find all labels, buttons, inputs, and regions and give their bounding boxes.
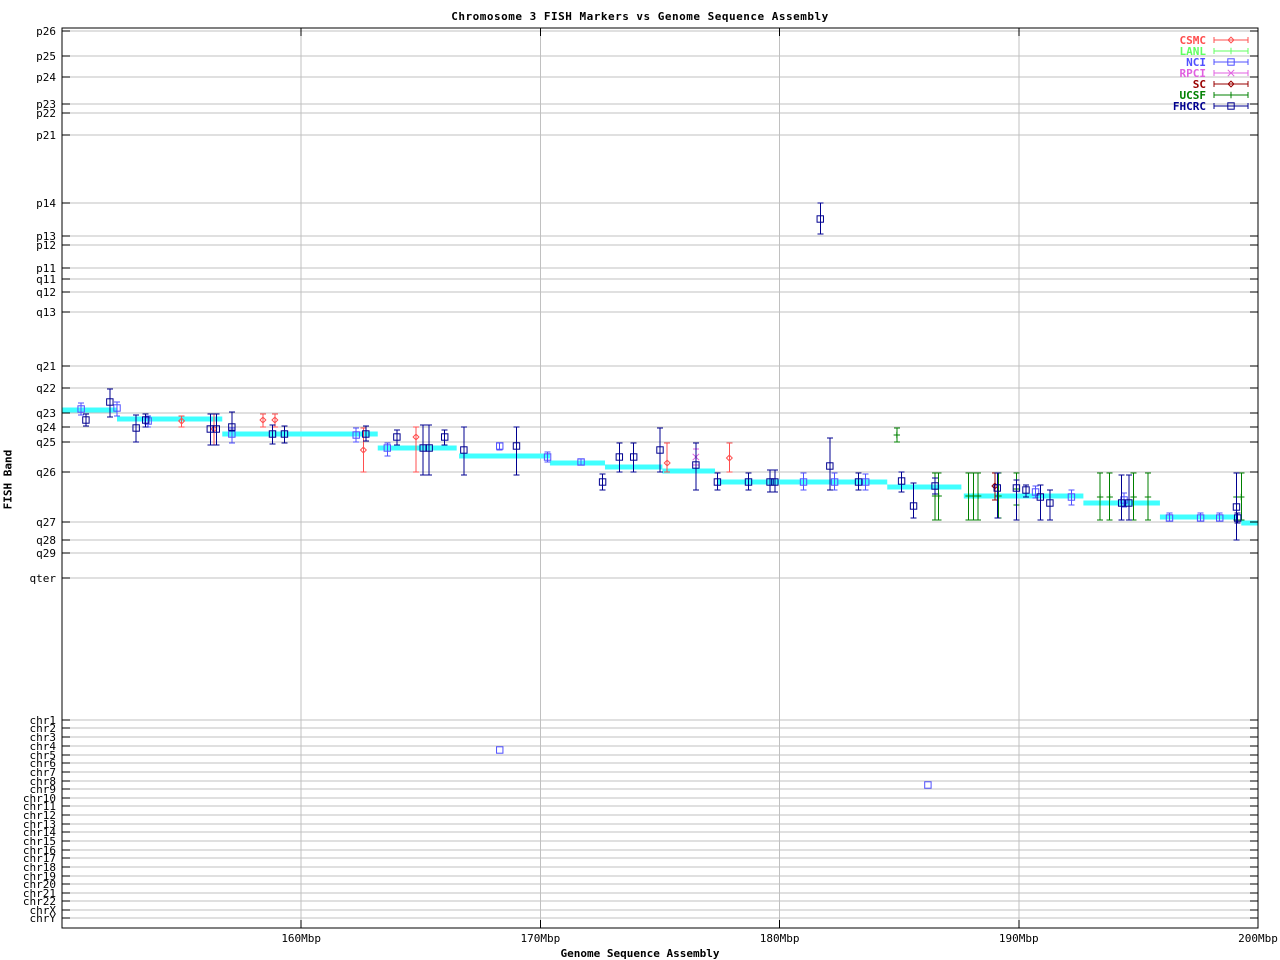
y-tick-label: chr2 [30,722,57,735]
legend-item-rpci: RPCI [1180,67,1249,80]
series-fhcrc [82,202,1242,541]
y-tick-label: chr8 [30,775,57,788]
series-nci [77,401,1224,789]
y-tick-label: p24 [36,71,56,84]
y-tick-label: p14 [36,197,56,210]
y-tick-label: chr4 [30,740,57,753]
y-tick-label: chrX [30,904,57,917]
legend-label: LANL [1180,45,1207,58]
x-axis-title: Genome Sequence Assembly [560,947,720,960]
legend-item-csmc: CSMC [1180,34,1249,47]
legend-item-sc: SC [1193,78,1249,91]
legend-item-nci: NCI [1186,56,1249,69]
y-tick-label: p21 [36,129,56,142]
y-tick-label: chr5 [30,749,57,762]
x-tick-label: 180Mbp [760,932,800,945]
y-tick-label: chr12 [23,809,56,822]
legend-item-fhcrc: FHCRC [1173,100,1249,113]
y-tick-label: chr6 [30,757,57,770]
y-tick-label: q22 [36,382,56,395]
y-tick-label: chrY [30,912,57,925]
x-tick-label: 160Mbp [281,932,321,945]
y-tick-label: p13 [36,230,56,243]
y-tick-label: q29 [36,547,56,560]
y-tick-label: chr20 [23,878,56,891]
y-tick-label: chr15 [23,835,56,848]
legend-label: CSMC [1180,34,1207,47]
y-tick-label: qter [30,572,57,585]
axes [61,27,1259,929]
y-tick-label: q21 [36,360,56,373]
y-tick-label: p11 [36,262,56,275]
legend-label: FHCRC [1173,100,1206,113]
legend-label: RPCI [1180,67,1207,80]
y-tick-label: q13 [36,306,56,319]
y-tick-label: p23 [36,98,56,111]
series-csmc [177,413,733,473]
grid [62,28,1258,928]
y-tick-label: q28 [36,534,56,547]
legend-label: NCI [1186,56,1206,69]
y-tick-label: chr17 [23,852,56,865]
y-tick-label: chr7 [30,766,57,779]
legend-label: UCSF [1180,89,1207,102]
y-tick-label: p26 [36,25,56,38]
y-tick-label: chr18 [23,861,56,874]
y-axis-title: FISH Band [1,449,15,510]
y-tick-label: chr3 [30,731,57,744]
chart-title: Chromosome 3 FISH Markers vs Genome Sequ… [451,10,829,23]
y-tick-label: chr16 [23,844,56,857]
y-tick-label: q11 [36,273,56,286]
y-tick-label: q12 [36,286,56,299]
legend-label: SC [1193,78,1206,91]
y-tick-label: chr22 [23,895,56,908]
y-tick-label: p22 [36,107,56,120]
x-tick-label: 190Mbp [999,932,1039,945]
y-tick-label: chr9 [30,783,57,796]
y-tick-label: p12 [36,239,56,252]
y-tick-label: p25 [36,50,56,63]
y-tick-label: chr21 [23,887,56,900]
legend-item-lanl: LANL [1180,45,1249,58]
y-tick-label: q24 [36,421,56,434]
y-tick-label: q27 [36,516,56,529]
y-tick-label: q26 [36,466,56,479]
y-tick-label: q23 [36,407,56,420]
y-tick-label: q25 [36,436,56,449]
y-tick-label: chr11 [23,800,56,813]
plot-border [61,27,1259,929]
y-tick-label: chr14 [23,826,56,839]
y-tick-label: chr19 [23,870,56,883]
y-tick-label: chr1 [30,714,57,727]
y-tick-label: chr13 [23,818,56,831]
y-tick-label: chr10 [23,792,56,805]
x-tick-label: 170Mbp [521,932,561,945]
x-tick-label: 200Mbp [1238,932,1278,945]
legend-item-ucsf: UCSF [1180,89,1249,102]
